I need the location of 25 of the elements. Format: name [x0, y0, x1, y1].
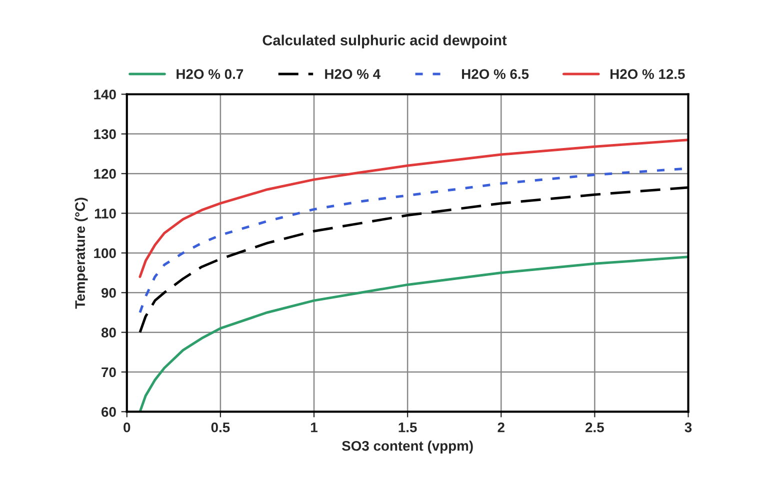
- x-tick-label: 2.5: [586, 422, 604, 432]
- line-series: [138, 256, 688, 412]
- y-tick-label: 60: [102, 407, 116, 417]
- y-tick-label: 90: [102, 288, 116, 298]
- y-tick-label: 100: [94, 248, 116, 258]
- chart-title: Calculated sulphuric acid dewpoint: [262, 34, 507, 48]
- y-tick-label: 110: [94, 208, 116, 218]
- line-series: [138, 138, 688, 278]
- legend-label: H2O % 4: [325, 69, 380, 79]
- y-tick-label: 120: [94, 168, 116, 179]
- x-tick-label: 1.5: [398, 422, 417, 432]
- x-axis-title: SO3 content (vppm): [342, 440, 473, 454]
- legend-label: H2O % 0.7: [176, 69, 244, 79]
- legend-label: H2O % 12.5: [610, 69, 685, 79]
- x-tick-label: 3: [684, 422, 692, 432]
- x-tick-label: 2: [498, 422, 504, 432]
- y-axis-title: Temperature (°C): [74, 198, 88, 309]
- x-tick-label: 0.5: [211, 422, 230, 432]
- legend-label: H2O % 6.5: [462, 69, 529, 79]
- x-tick-label: 0: [124, 422, 130, 432]
- y-tick-label: 140: [94, 90, 116, 100]
- y-tick-label: 70: [102, 367, 116, 378]
- y-tick-label: 80: [101, 328, 116, 338]
- y-tick-label: 130: [94, 129, 116, 140]
- x-tick-label: 1: [311, 422, 318, 432]
